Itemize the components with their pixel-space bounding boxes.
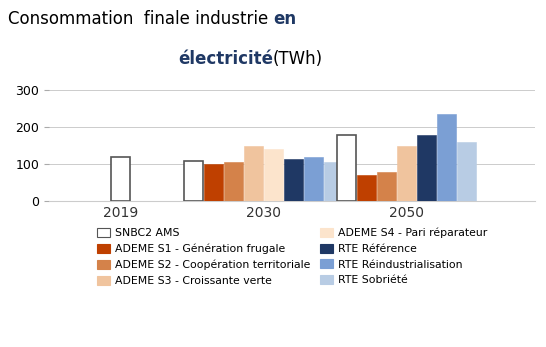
Bar	[224, 162, 243, 201]
Bar	[377, 172, 396, 201]
Legend: SNBC2 AMS, ADEME S1 - Génération frugale, ADEME S2 - Coopération territoriale, A: SNBC2 AMS, ADEME S1 - Génération frugale…	[97, 228, 487, 286]
Bar	[185, 161, 203, 201]
Bar	[244, 146, 263, 201]
Bar	[111, 157, 130, 201]
Text: en: en	[273, 10, 296, 28]
Bar	[337, 135, 355, 201]
Bar	[397, 146, 416, 201]
Bar	[437, 113, 456, 201]
Bar	[357, 175, 376, 201]
Bar	[457, 142, 476, 201]
Bar	[204, 164, 223, 201]
Text: Consommation  finale industrie: Consommation finale industrie	[8, 10, 273, 28]
Bar	[324, 162, 343, 201]
Text: électricité: électricité	[178, 50, 273, 68]
Text: (TWh): (TWh)	[273, 50, 323, 68]
Bar	[284, 159, 302, 201]
Text: Consommation  finale industrie électricité(TWh): Consommation finale industrie électricit…	[74, 10, 472, 28]
Bar	[417, 135, 436, 201]
Bar	[304, 157, 323, 201]
Bar	[264, 149, 283, 201]
